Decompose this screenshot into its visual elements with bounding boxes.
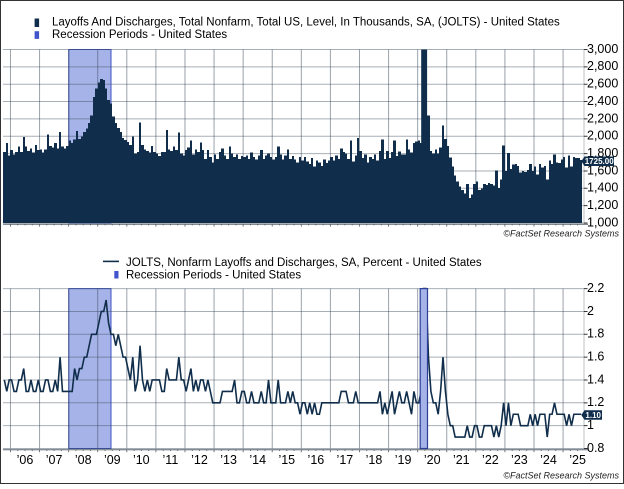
svg-text:1: 1 — [587, 418, 594, 432]
svg-text:1.8: 1.8 — [587, 327, 604, 341]
svg-text:1725.00: 1725.00 — [585, 157, 614, 166]
svg-text:’13: ’13 — [220, 453, 237, 467]
svg-text:’10: ’10 — [133, 453, 150, 467]
svg-text:3,000: 3,000 — [587, 42, 618, 56]
svg-text:Recession Periods - United Sta: Recession Periods - United States — [52, 29, 227, 41]
svg-text:Recession Periods - United Sta: Recession Periods - United States — [126, 270, 301, 282]
svg-text:2,000: 2,000 — [587, 129, 618, 143]
svg-text:2,600: 2,600 — [587, 77, 618, 91]
svg-text:2: 2 — [587, 304, 594, 318]
svg-text:2,400: 2,400 — [587, 94, 618, 108]
svg-text:’22: ’22 — [482, 453, 499, 467]
svg-text:’19: ’19 — [395, 453, 412, 467]
svg-text:1,400: 1,400 — [587, 181, 618, 195]
svg-text:’14: ’14 — [249, 453, 266, 467]
svg-text:’25: ’25 — [569, 453, 586, 467]
svg-text:’16: ’16 — [308, 453, 325, 467]
svg-text:’21: ’21 — [453, 453, 470, 467]
svg-text:’15: ’15 — [278, 453, 295, 467]
svg-text:’23: ’23 — [511, 453, 528, 467]
svg-text:2.2: 2.2 — [587, 281, 604, 295]
svg-text:2,800: 2,800 — [587, 59, 618, 73]
svg-text:1.10: 1.10 — [585, 411, 601, 420]
svg-text:’09: ’09 — [104, 453, 121, 467]
svg-text:’18: ’18 — [366, 453, 383, 467]
svg-text:1,000: 1,000 — [587, 215, 618, 229]
svg-text:’08: ’08 — [75, 453, 92, 467]
svg-text:1.2: 1.2 — [587, 395, 604, 409]
svg-text:’06: ’06 — [17, 453, 34, 467]
svg-text:1,600: 1,600 — [587, 163, 618, 177]
svg-text:’11: ’11 — [163, 453, 179, 467]
svg-text:1.6: 1.6 — [587, 350, 604, 364]
svg-text:’12: ’12 — [191, 453, 208, 467]
svg-text:2,200: 2,200 — [587, 111, 618, 125]
svg-text:1.4: 1.4 — [587, 372, 604, 386]
svg-text:’07: ’07 — [46, 453, 63, 467]
svg-text:’17: ’17 — [337, 453, 354, 467]
svg-text:0.8: 0.8 — [587, 441, 604, 455]
svg-text:Layoffs And Discharges, Total: Layoffs And Discharges, Total Nonfarm, T… — [52, 16, 560, 28]
svg-text:©FactSet Research Systems: ©FactSet Research Systems — [503, 228, 619, 238]
svg-text:’24: ’24 — [540, 453, 557, 467]
svg-text:’20: ’20 — [424, 453, 441, 467]
svg-text:JOLTS, Nonfarm Layoffs and Dis: JOLTS, Nonfarm Layoffs and Discharges, S… — [126, 257, 482, 269]
svg-text:1,200: 1,200 — [587, 198, 618, 212]
svg-text:©FactSet Research Systems: ©FactSet Research Systems — [503, 470, 619, 480]
